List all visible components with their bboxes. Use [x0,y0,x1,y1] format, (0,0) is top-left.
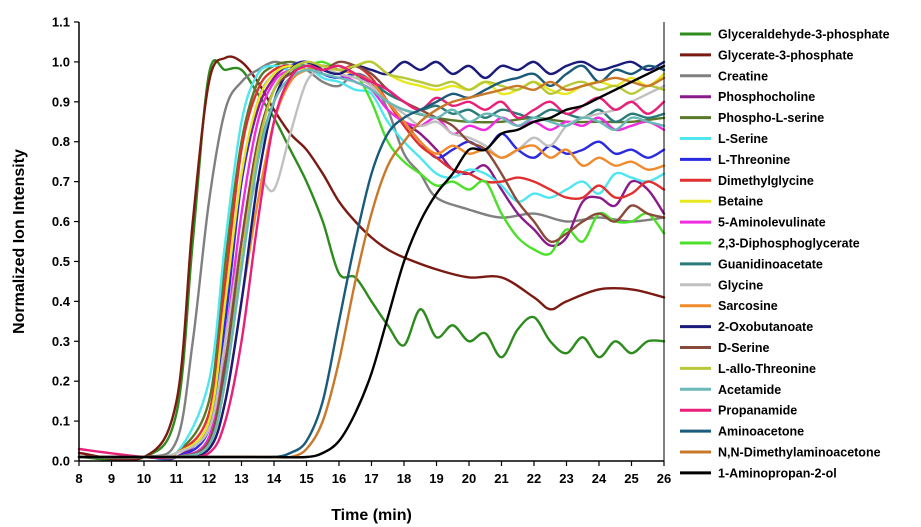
series-line-21 [77,64,666,459]
legend-label: Acetamide [718,383,781,397]
x-tick-label: 16 [332,471,346,486]
y-tick-label: 0.2 [52,374,70,389]
legend-label: Sarcosine [718,299,778,313]
series-line-14 [77,60,666,459]
legend-label: 5-Aminolevulinate [718,216,826,230]
legend-label: Dimethylglycine [718,174,814,188]
y-tick-label: 0.0 [52,454,70,469]
y-tick-label: 0.5 [52,254,70,269]
x-tick-label: 23 [559,471,573,486]
y-tick-label: 0.8 [52,134,70,149]
y-tick-label: 0.1 [52,414,70,429]
legend-label: Guanidinoacetate [718,257,823,271]
legend-label: Glycine [718,278,763,292]
series-line-19 [77,64,666,459]
legend-label: Propanamide [718,404,797,418]
legend-label: Creatine [718,69,768,83]
x-tick-label: 17 [364,471,378,486]
x-tick-label: 13 [234,471,248,486]
series-line-2 [77,60,666,460]
axes: 0.0 0.1 0.2 0.3 0.4 0.5 0.6 0.7 0.8 0.9 1.0 1.1 8 9 10… [52,15,671,487]
legend-label: Phosphocholine [718,90,815,104]
y-tick-label: 1.1 [52,15,70,30]
legend-label: 2-Oxobutanoate [718,320,813,334]
legend-label: L-Threonine [718,153,790,167]
x-tick-label: 8 [75,471,82,486]
plot-series-group [77,55,666,462]
legend-label: Aminoacetone [718,425,804,439]
series-line-0 [77,59,666,462]
y-tick-label: 0.9 [52,94,70,109]
y-axis-title: Normalized Ion Intensity [11,149,28,334]
series-line-20 [77,76,666,459]
x-tick-label: 11 [170,471,184,486]
legend-label: Glyceraldehyde-3-phosphate [718,28,890,42]
x-tick-label: 22 [527,471,541,486]
series-line-1 [77,55,666,462]
x-tick-label: 14 [267,471,282,486]
x-tick-label: 12 [202,471,216,486]
x-tick-label: 9 [108,471,115,486]
y-tick-label: 1.0 [52,54,70,69]
series-line-17 [77,68,666,460]
y-tick-label: 0.3 [52,334,70,349]
x-tick-label: 24 [592,471,607,486]
legend-label: Phospho-L-serine [718,111,824,125]
legend-label: 2,3-Diphosphoglycerate [718,237,860,251]
legend-label: L-allo-Threonine [718,362,816,376]
series-line-18 [77,64,666,459]
legend-label: L-Serine [718,132,768,146]
x-tick-label: 21 [494,471,508,486]
legend-label: Betaine [718,195,763,209]
legend-label: D-Serine [718,341,769,355]
legend-label: 1-Aminopropan-2-ol [718,466,837,480]
legend-label: N,N-Dimethylaminoacetone [718,446,881,460]
x-tick-label: 18 [397,471,411,486]
series-line-12 [77,68,666,459]
legend-label: Glycerate-3-phosphate [718,48,854,62]
x-tick-label: 15 [299,471,313,486]
x-axis-title: Time (min) [331,507,412,524]
x-tick-label: 19 [429,471,443,486]
y-tick-label: 0.6 [52,214,70,229]
x-tick-label: 20 [462,471,476,486]
y-tick-label: 0.4 [52,294,71,309]
x-tick-label: 25 [624,471,638,486]
x-tick-label: 10 [137,471,151,486]
legend: Glyceraldehyde-3-phosphate Glycerate-3-ph… [680,28,890,480]
y-tick-label: 0.7 [52,174,70,189]
series-line-9 [77,64,666,460]
x-tick-label: 26 [657,471,671,486]
series-line-7 [77,64,666,459]
